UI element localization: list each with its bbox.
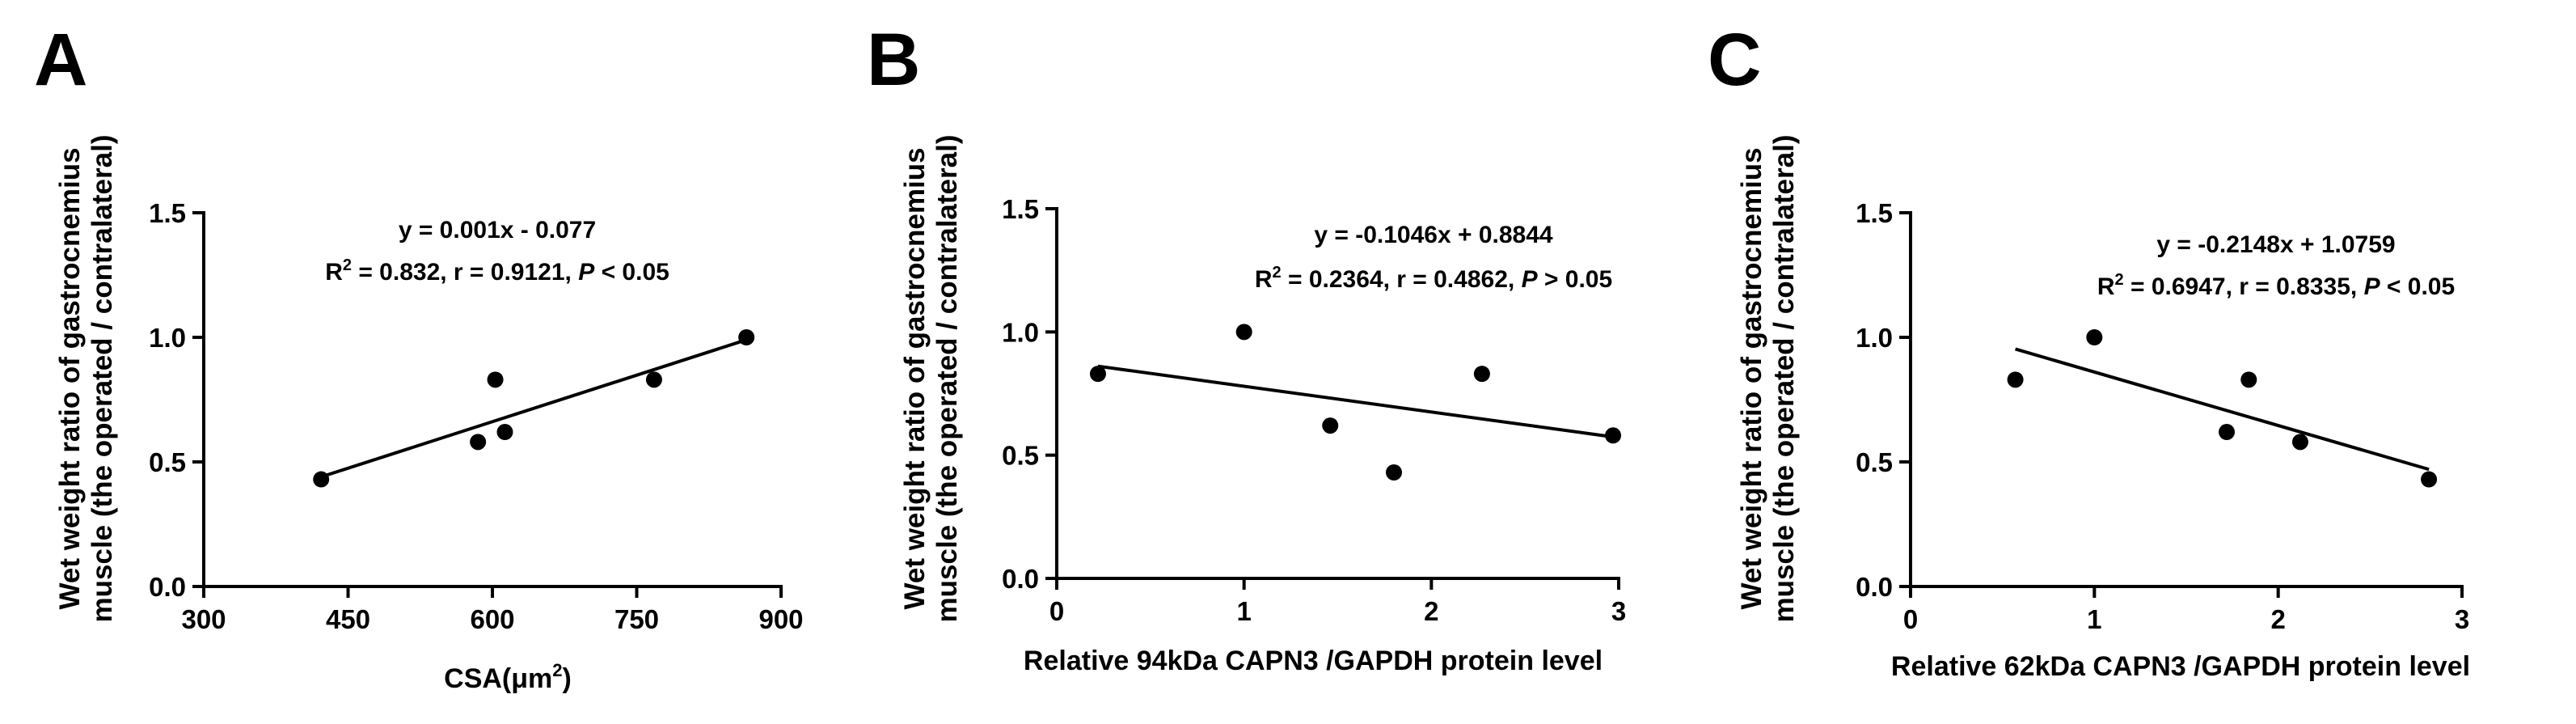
y-tick-label: 0.0 (149, 572, 186, 602)
regression-stats: R2 = 0.832, r = 0.9121, P < 0.05 (325, 256, 669, 286)
regression-equation: y = -0.2148x + 1.0759 (2156, 231, 2395, 258)
data-point (1473, 366, 1490, 383)
y-tick-label: 1.5 (149, 198, 186, 228)
data-point (1386, 464, 1402, 481)
regression-stats: R2 = 0.6947, r = 0.8335, P < 0.05 (2097, 271, 2455, 300)
data-point (313, 471, 330, 488)
y-tick-label: 1.0 (149, 323, 186, 353)
panel-b: B Wet weight ratio of gastrocnemius musc… (867, 19, 1626, 676)
data-point (496, 424, 513, 441)
y-tick-label: 1.5 (1856, 198, 1893, 228)
y-tick-label: 0.5 (1002, 441, 1039, 471)
regression-line (1097, 364, 1614, 439)
x-tick-label: 900 (758, 604, 803, 634)
regression-line (2015, 347, 2430, 472)
y-axis-label-line2: muscle (the operated / contralateral) (931, 135, 963, 623)
y-axis-label-line2: muscle (the operated / contralateral) (1768, 135, 1800, 623)
data-point (645, 371, 662, 388)
data-point (470, 434, 487, 451)
x-tick-label: 1 (2087, 604, 2101, 634)
y-tick-label: 0.5 (149, 447, 186, 477)
y-axis-label-line1: Wet weight ratio of gastrocnemius (899, 147, 931, 609)
data-point (2421, 471, 2438, 488)
x-tick-label: 3 (2455, 604, 2469, 634)
x-axis-label: Relative 94kDa CAPN3 /GAPDH protein leve… (1024, 646, 1603, 676)
y-axis-label-line2: muscle (the operated / contralateral) (87, 135, 118, 623)
regression-line (320, 338, 747, 479)
panel-c: C Wet weight ratio of gastrocnemius musc… (1708, 19, 2470, 682)
data-point (738, 329, 755, 345)
x-tick-label: 600 (470, 604, 514, 634)
x-tick-label: 3 (1611, 596, 1626, 626)
data-point (2240, 371, 2257, 388)
x-tick-label: 1 (1236, 596, 1251, 626)
y-tick-label: 1.0 (1002, 317, 1039, 347)
y-axis-label-line1: Wet weight ratio of gastrocnemius (54, 147, 86, 609)
panel-letter: C (1708, 19, 1761, 101)
data-point (1235, 324, 1252, 341)
x-axis-label: Relative 62kDa CAPN3 /GAPDH protein leve… (1891, 651, 2470, 682)
x-tick-label: 450 (326, 604, 370, 634)
y-tick-label: 1.5 (1002, 194, 1039, 224)
panel-a: A Wet weight ratio of gastrocnemius musc… (34, 19, 804, 694)
data-point (487, 371, 504, 388)
data-point (1605, 427, 1622, 444)
data-point (2007, 371, 2024, 388)
regression-stats: R2 = 0.2364, r = 0.4862, P > 0.05 (1255, 264, 1612, 293)
x-tick-label: 0 (1903, 604, 1918, 634)
y-tick-label: 1.0 (1856, 323, 1893, 353)
x-tick-label: 300 (181, 604, 226, 634)
regression-equation: y = 0.001x - 0.077 (399, 217, 596, 243)
data-point (2086, 329, 2103, 345)
y-tick-label: 0.0 (1856, 572, 1893, 602)
x-axis-label: CSA(μm2) (444, 660, 572, 694)
regression-equation: y = -0.1046x + 0.8844 (1314, 222, 1553, 248)
x-tick-label: 0 (1049, 596, 1064, 626)
y-tick-label: 0.0 (1002, 564, 1039, 594)
y-tick-label: 0.5 (1856, 447, 1893, 477)
x-tick-label: 2 (2270, 604, 2285, 634)
panel-letter: B (867, 19, 920, 101)
data-point (1322, 417, 1339, 434)
x-tick-label: 750 (614, 604, 659, 634)
data-point (1089, 366, 1106, 383)
data-point (2219, 424, 2236, 441)
y-axis-label-line1: Wet weight ratio of gastrocnemius (1736, 147, 1767, 609)
panel-letter: A (34, 19, 87, 101)
data-point (2291, 434, 2308, 451)
x-tick-label: 2 (1424, 596, 1438, 626)
